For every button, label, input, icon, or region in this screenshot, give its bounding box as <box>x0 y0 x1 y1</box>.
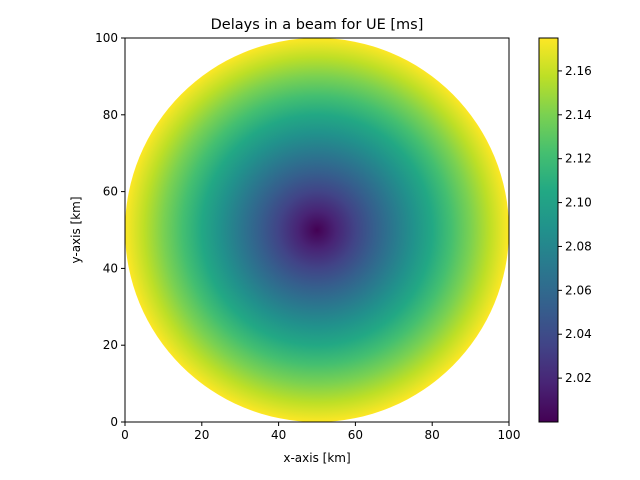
y-tick-label: 80 <box>103 108 118 122</box>
delay-field-disk <box>125 38 509 422</box>
chart-title: Delays in a beam for UE [ms] <box>211 17 424 33</box>
x-tick-label: 80 <box>425 428 440 442</box>
y-tick-label: 100 <box>95 31 118 45</box>
y-tick-label: 40 <box>103 261 118 275</box>
colorbar-gradient <box>539 38 558 422</box>
x-tick-label: 20 <box>194 428 209 442</box>
colorbar-ticks: 2.02 2.04 2.06 2.08 2.10 2.12 2.14 2.16 <box>558 64 592 385</box>
colorbar-frame <box>538 37 559 423</box>
x-tick-label: 40 <box>271 428 286 442</box>
colorbar-tick-label: 2.06 <box>565 283 592 297</box>
y-tick-label: 0 <box>110 415 118 429</box>
colorbar-tick-label: 2.02 <box>565 371 592 385</box>
colorbar-tick-label: 2.16 <box>565 64 592 78</box>
y-axis-ticks: 0 20 40 60 80 100 <box>95 31 125 429</box>
colorbar-tick-label: 2.08 <box>565 239 592 253</box>
x-axis-ticks: 0 20 40 60 80 100 <box>121 422 520 442</box>
plot-area <box>124 37 510 423</box>
y-axis-label: y-axis [km] <box>69 196 83 263</box>
x-tick-label: 0 <box>121 428 129 442</box>
x-tick-label: 100 <box>498 428 521 442</box>
colorbar-tick-label: 2.04 <box>565 327 592 341</box>
x-tick-label: 60 <box>348 428 363 442</box>
colorbar-tick-label: 2.12 <box>565 152 592 166</box>
colorbar-tick-label: 2.14 <box>565 108 592 122</box>
colorbar: 2.02 2.04 2.06 2.08 2.10 2.12 2.14 2.16 <box>538 37 592 423</box>
y-tick-label: 60 <box>103 185 118 199</box>
y-tick-label: 20 <box>103 338 118 352</box>
colorbar-tick-label: 2.10 <box>565 196 592 210</box>
axes-frame <box>124 37 510 423</box>
x-axis-label: x-axis [km] <box>283 451 350 465</box>
